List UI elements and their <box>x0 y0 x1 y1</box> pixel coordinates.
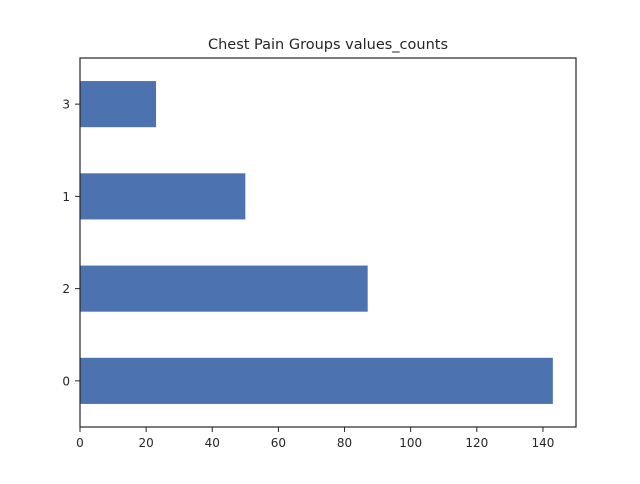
bar-3 <box>80 81 157 128</box>
bar-0 <box>80 357 553 404</box>
chart-title: Chest Pain Groups values_counts <box>208 37 448 53</box>
x-tick-label: 40 <box>205 436 220 450</box>
x-tick-label: 100 <box>399 436 422 450</box>
x-axis: 0 20 40 60 80 100 120 140 <box>76 427 554 450</box>
y-axis: 0 2 1 3 <box>62 98 80 388</box>
bar-1 <box>80 173 246 220</box>
y-tick-label: 1 <box>62 190 70 204</box>
axes-frame <box>79 57 577 428</box>
x-tick-label: 60 <box>271 436 286 450</box>
x-tick-label: 140 <box>531 436 554 450</box>
bars-group <box>80 81 553 404</box>
x-tick-label: 80 <box>337 436 352 450</box>
x-tick-label: 0 <box>76 436 84 450</box>
x-tick-label: 20 <box>138 436 153 450</box>
bar-2 <box>80 265 368 312</box>
x-tick-label: 120 <box>465 436 488 450</box>
y-tick-label: 0 <box>62 374 70 388</box>
y-tick-label: 2 <box>62 282 70 296</box>
y-tick-label: 3 <box>62 98 70 112</box>
